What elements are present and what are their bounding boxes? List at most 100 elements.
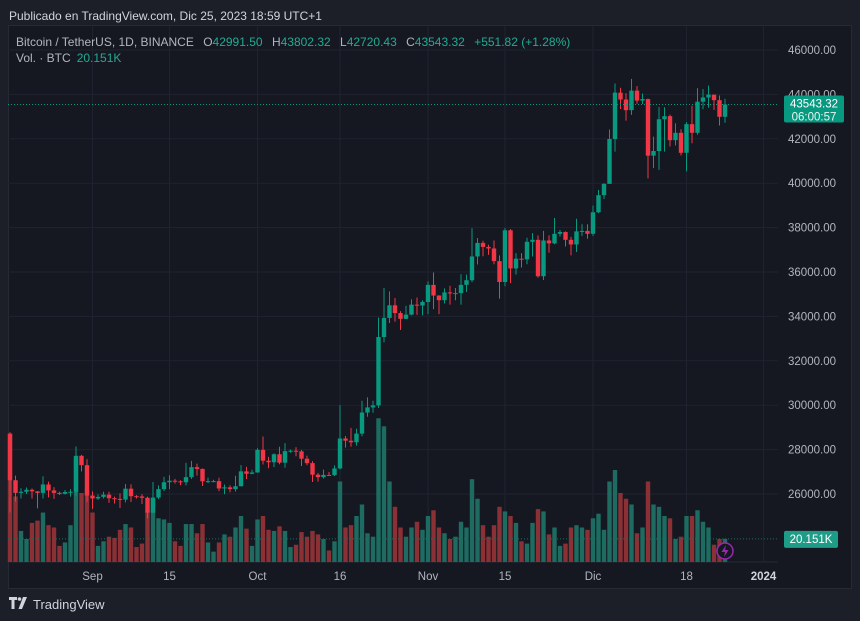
volume-bar [29, 522, 35, 562]
candle [288, 449, 293, 453]
candle [84, 459, 90, 502]
candle-body [607, 139, 612, 184]
candle [601, 183, 607, 200]
candle [563, 231, 568, 247]
volume-bar [662, 516, 667, 562]
candle [35, 491, 40, 509]
volume-bar [453, 536, 458, 562]
volume-bar [618, 493, 623, 562]
time-tick-label: Dic [585, 571, 602, 583]
symbol-title[interactable]: Bitcoin / TetherUS, 1D, BINANCE [16, 35, 194, 49]
volume-bar [200, 524, 205, 562]
candle-body [387, 305, 392, 318]
candle [57, 491, 62, 495]
candle-body [101, 494, 106, 497]
candle [568, 236, 574, 256]
candle-body [321, 474, 326, 478]
volume-bar [420, 529, 425, 562]
candle [612, 83, 618, 152]
candle-body [398, 313, 403, 319]
candle [222, 484, 227, 495]
candle [46, 481, 51, 498]
candle [112, 496, 117, 504]
volume-bar [194, 533, 200, 562]
volume-bar [106, 536, 112, 562]
volume-bar [387, 481, 392, 562]
price-tick-label: 36000.00 [788, 267, 836, 279]
volume-bar [244, 528, 249, 562]
candle-body [40, 484, 46, 493]
candle-body [381, 317, 387, 338]
volume-bar [271, 530, 277, 562]
candle [392, 297, 398, 322]
last-price-label: 43543.32 06:00:57 [784, 95, 844, 124]
candle [491, 240, 497, 265]
chart-panel[interactable] [8, 25, 852, 589]
candle-body [194, 467, 200, 469]
candle-body [249, 472, 255, 474]
volume-value: 20.151K [790, 534, 833, 546]
volume-bar [381, 426, 387, 562]
candle-body [359, 412, 365, 434]
volume-bar [293, 544, 299, 562]
change-value: +551.82 (+1.28%) [474, 35, 571, 49]
volume-bar [156, 518, 161, 562]
volume-bar [233, 527, 238, 562]
candle [689, 105, 695, 144]
volume-bar [442, 533, 447, 562]
volume-value-label: 20.151K [8, 530, 838, 548]
candle-body [277, 454, 282, 463]
candle-body [211, 481, 216, 483]
alert-lightning-icon[interactable] [716, 542, 734, 560]
volume-bar [266, 529, 271, 562]
volume-bar [178, 545, 183, 562]
candle [95, 494, 101, 500]
candle-body [79, 455, 84, 466]
candle [651, 136, 656, 169]
volume-bar [546, 534, 552, 562]
candle [634, 86, 640, 104]
time-tick-label: 15 [499, 571, 512, 583]
candle-body [370, 405, 376, 408]
price-tick-label: 30000.00 [788, 400, 836, 412]
volume-bar [513, 522, 519, 562]
candle-body [84, 465, 90, 496]
candle [513, 253, 519, 275]
candle [271, 453, 277, 468]
volume-bar [161, 519, 167, 562]
candle-body [480, 242, 486, 247]
candle [414, 297, 420, 315]
candle [18, 488, 24, 499]
candle-body [667, 116, 673, 141]
candle-body [535, 239, 541, 277]
volume-bar [288, 547, 293, 562]
candle-body [95, 496, 101, 499]
candle [706, 85, 711, 108]
candle [310, 461, 315, 483]
candle [233, 475, 238, 492]
candle [299, 449, 304, 467]
candle [211, 479, 216, 483]
volume-bar [315, 534, 321, 562]
candle-body [596, 195, 601, 213]
volume-bar [596, 513, 601, 562]
volume-bar [304, 536, 310, 562]
candle [238, 465, 244, 487]
candle [62, 490, 68, 495]
volume-bar [519, 541, 524, 562]
candle-body [530, 239, 535, 242]
candle-body [656, 119, 662, 152]
candle [420, 300, 425, 316]
candle-body [117, 498, 123, 500]
candle-body [343, 438, 348, 441]
candle-body [90, 495, 95, 499]
candle [640, 93, 645, 104]
candle [282, 443, 288, 468]
candle-body [288, 450, 293, 452]
volume-bar [376, 418, 381, 562]
volume-legend-label[interactable]: Vol. · BTC [16, 51, 71, 65]
price-tick-label: 26000.00 [788, 489, 836, 501]
candle-body [134, 496, 139, 498]
candle-body [590, 212, 596, 234]
